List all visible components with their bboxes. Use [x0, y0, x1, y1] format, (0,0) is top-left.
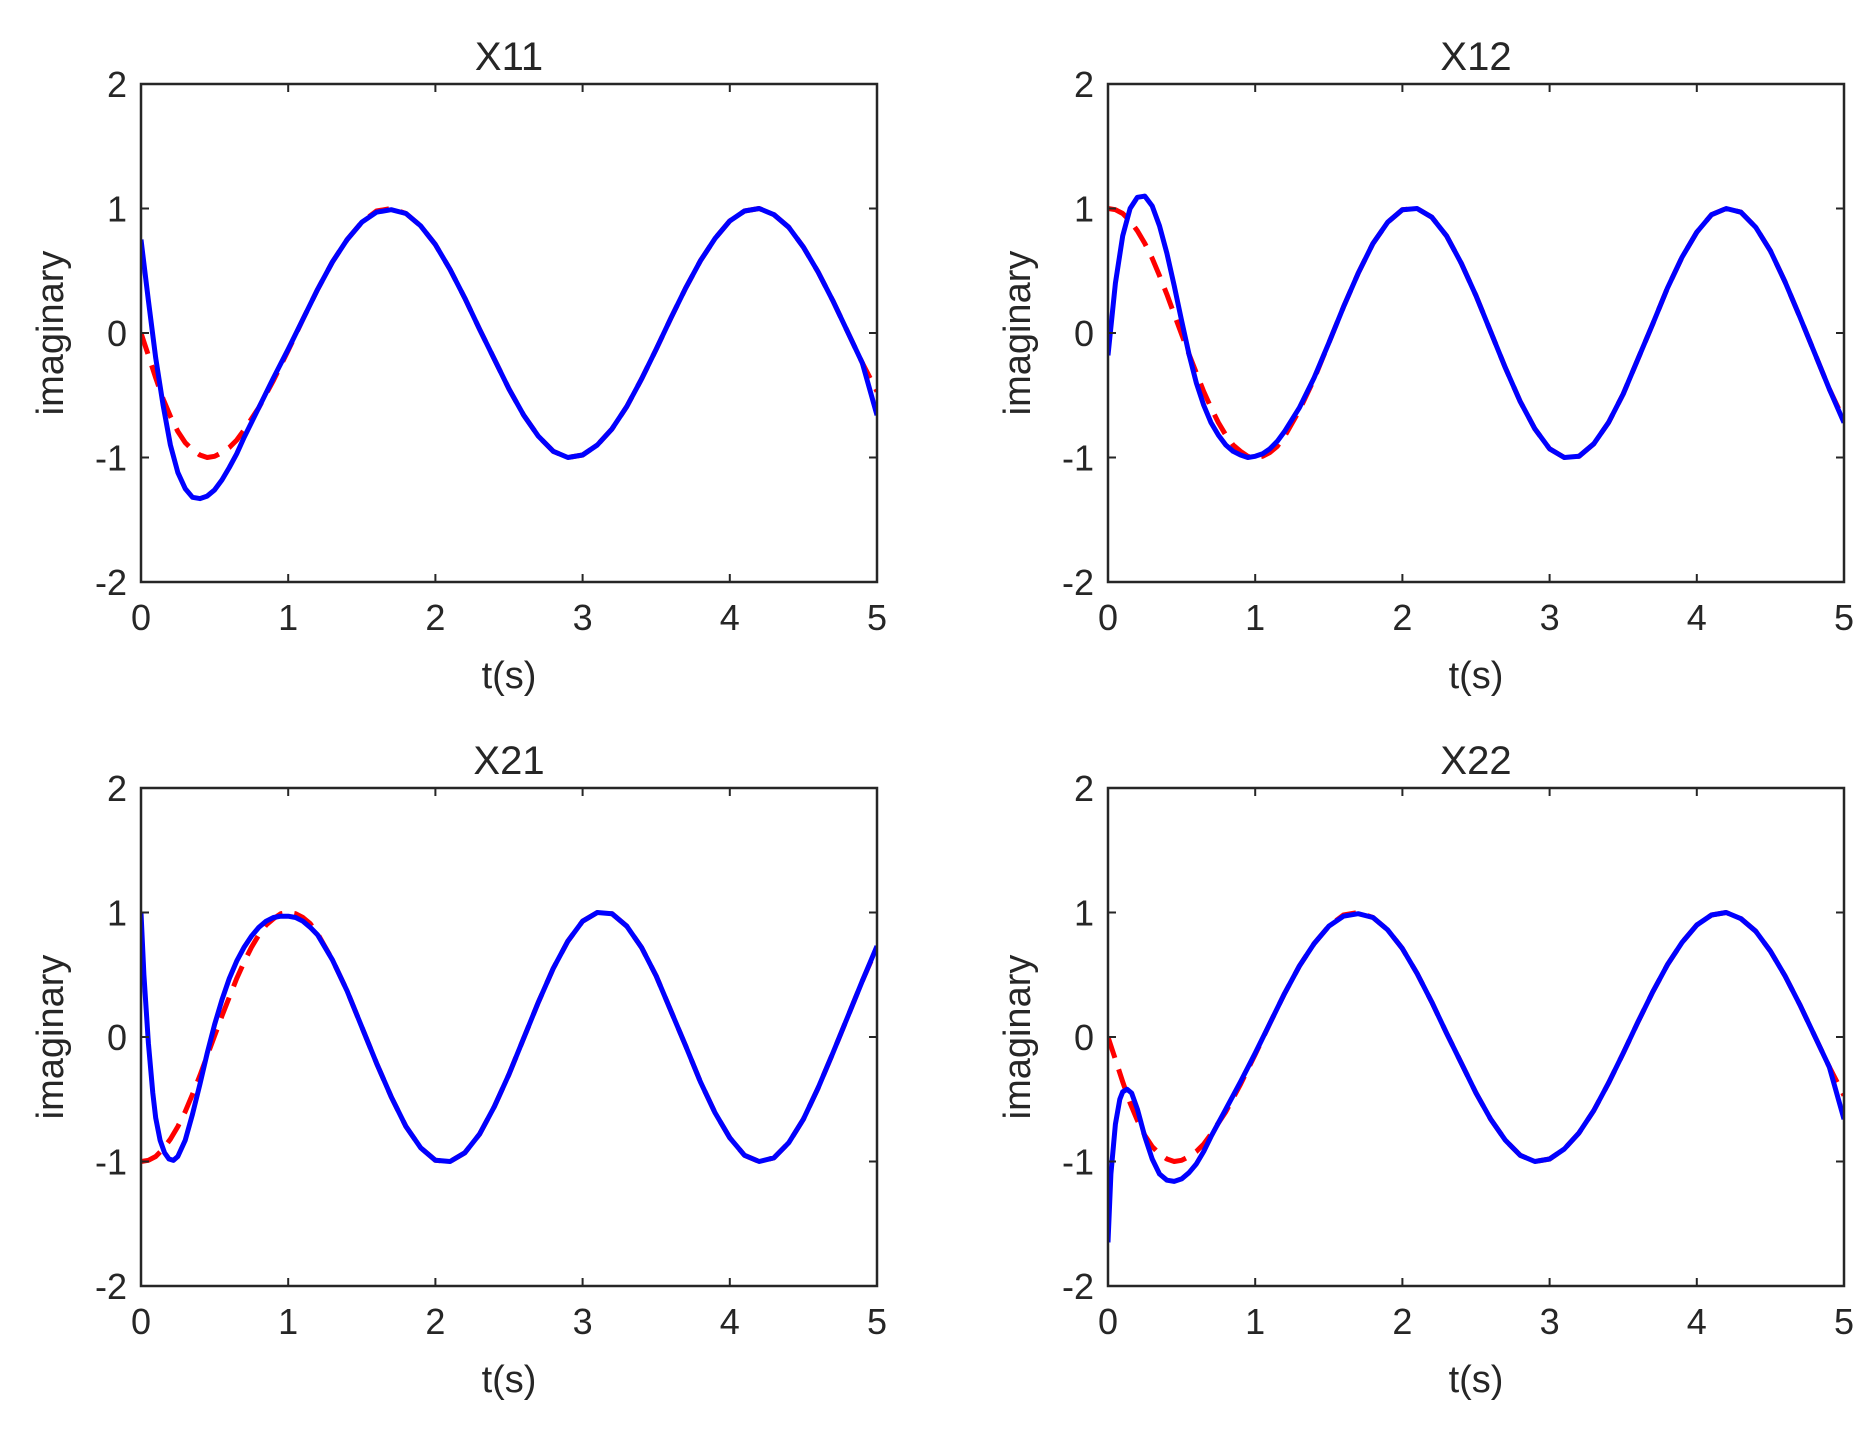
x-tick-label-x12-2: 2	[1392, 597, 1412, 638]
x-tick-label-x22-1: 1	[1245, 1301, 1265, 1342]
x-axis-label-x21: t(s)	[482, 1359, 537, 1401]
y-tick-label-x21-0: -2	[95, 1266, 127, 1307]
x-tick-label-x22-4: 4	[1687, 1301, 1707, 1342]
x-tick-label-x12-4: 4	[1687, 597, 1707, 638]
y-tick-label-x21-2: 0	[107, 1017, 127, 1058]
x-axis-label-x12: t(s)	[1449, 655, 1504, 697]
y-tick-label-x22-1: -1	[1062, 1142, 1094, 1183]
x-tick-label-x21-5: 5	[867, 1301, 887, 1342]
y-tick-label-x12-0: -2	[1062, 562, 1094, 603]
y-tick-label-x22-3: 1	[1074, 893, 1094, 934]
y-tick-label-x11-4: 2	[107, 64, 127, 105]
y-tick-label-x21-3: 1	[107, 893, 127, 934]
y-tick-label-x12-3: 1	[1074, 189, 1094, 230]
y-tick-label-x21-4: 2	[107, 768, 127, 809]
series-line-x21-solid	[141, 910, 877, 1164]
series-line-x11-solid	[141, 206, 877, 502]
chart-title-x11: X11	[475, 35, 543, 79]
x-tick-label-x21-2: 2	[425, 1301, 445, 1342]
subplot-x11: 0 1 2 3 4 5 -2 -1 0 1 2 X11 t(s) imaginary	[30, 35, 887, 697]
chart-title-x21: X21	[473, 739, 544, 783]
y-axis-label-x22: imaginary	[997, 955, 1039, 1120]
subplot-x12: 0 1 2 3 4 5 -2 -1 0 1 2 X12 t(s) imaginary	[997, 35, 1854, 697]
x-tick-label-x21-0: 0	[131, 1301, 151, 1342]
series-group-x22	[1108, 910, 1844, 1243]
y-tick-label-x12-2: 0	[1074, 313, 1094, 354]
x-tick-label-x11-4: 4	[720, 597, 740, 638]
y-axis-label-x21: imaginary	[30, 955, 72, 1120]
x-tick-label-x22-3: 3	[1540, 1301, 1560, 1342]
y-tick-label-x22-2: 0	[1074, 1017, 1094, 1058]
x-tick-label-x11-2: 2	[425, 597, 445, 638]
x-tick-label-x11-3: 3	[573, 597, 593, 638]
subplot-x21: 0 1 2 3 4 5 -2 -1 0 1 2 X21 t(s) imaginary	[30, 739, 887, 1401]
x-tick-label-x21-1: 1	[278, 1301, 298, 1342]
y-tick-label-x21-1: -1	[95, 1142, 127, 1183]
series-line-x11-dashed	[141, 206, 877, 460]
x-tick-label-x21-3: 3	[573, 1301, 593, 1342]
series-group-x12	[1108, 193, 1844, 460]
x-tick-label-x12-1: 1	[1245, 597, 1265, 638]
x-tick-label-x11-1: 1	[278, 597, 298, 638]
x-tick-label-x12-0: 0	[1098, 597, 1118, 638]
y-tick-label-x11-3: 1	[107, 189, 127, 230]
y-axis-label-x12: imaginary	[997, 251, 1039, 416]
x-tick-label-x22-5: 5	[1834, 1301, 1854, 1342]
y-tick-label-x11-1: -1	[95, 438, 127, 479]
x-tick-label-x11-5: 5	[867, 597, 887, 638]
subplot-x22: 0 1 2 3 4 5 -2 -1 0 1 2 X22 t(s) imaginary	[997, 739, 1854, 1401]
x-tick-label-x12-5: 5	[1834, 597, 1854, 638]
series-line-x22-dashed	[1108, 910, 1844, 1164]
y-tick-label-x12-4: 2	[1074, 64, 1094, 105]
y-axis-label-x11: imaginary	[30, 251, 72, 416]
series-line-x12-solid	[1108, 193, 1844, 460]
x-tick-label-x22-2: 2	[1392, 1301, 1412, 1342]
y-tick-label-x12-1: -1	[1062, 438, 1094, 479]
x-tick-label-x21-4: 4	[720, 1301, 740, 1342]
chart-title-x22: X22	[1440, 739, 1511, 783]
series-group-x11	[141, 206, 877, 502]
x-axis-label-x22: t(s)	[1449, 1359, 1504, 1401]
y-tick-label-x11-0: -2	[95, 562, 127, 603]
x-tick-label-x11-0: 0	[131, 597, 151, 638]
series-line-x22-solid	[1108, 910, 1844, 1243]
series-group-x21	[141, 910, 877, 1164]
x-axis-label-x11: t(s)	[482, 655, 537, 697]
y-tick-label-x11-2: 0	[107, 313, 127, 354]
x-tick-label-x12-3: 3	[1540, 597, 1560, 638]
chart-title-x12: X12	[1440, 35, 1511, 79]
y-tick-label-x22-4: 2	[1074, 768, 1094, 809]
x-tick-label-x22-0: 0	[1098, 1301, 1118, 1342]
y-tick-label-x22-0: -2	[1062, 1266, 1094, 1307]
